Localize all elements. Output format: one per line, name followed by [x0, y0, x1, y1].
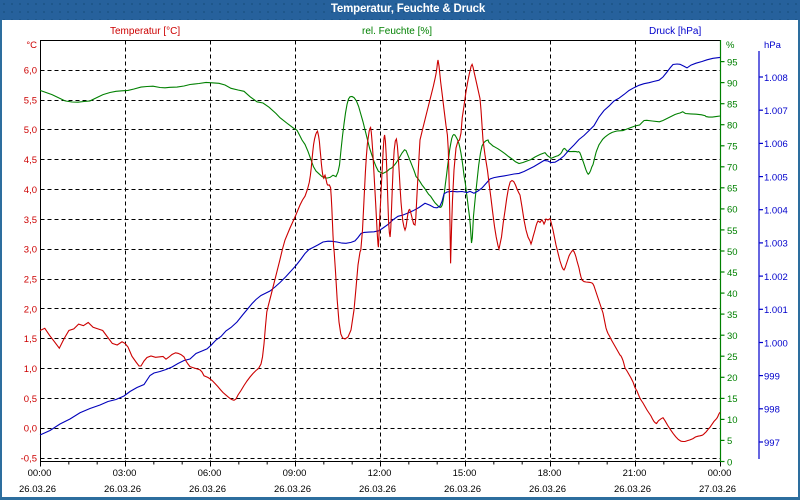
- svg-text:21:00: 21:00: [623, 468, 647, 479]
- svg-text:09:00: 09:00: [283, 468, 307, 479]
- svg-text:45: 45: [727, 268, 738, 279]
- svg-text:1.001: 1.001: [764, 305, 788, 316]
- svg-text:26.03.26: 26.03.26: [614, 484, 651, 495]
- svg-text:0: 0: [727, 457, 732, 468]
- svg-text:40: 40: [727, 289, 738, 300]
- svg-text:06:00: 06:00: [198, 468, 222, 479]
- svg-text:30: 30: [727, 331, 738, 342]
- svg-text:5,0: 5,0: [24, 125, 37, 136]
- svg-text:6,0: 6,0: [24, 66, 37, 77]
- svg-text:60: 60: [727, 205, 738, 216]
- svg-text:95: 95: [727, 57, 738, 68]
- svg-text:15: 15: [727, 394, 738, 405]
- svg-text:1.008: 1.008: [764, 73, 788, 84]
- svg-text:65: 65: [727, 184, 738, 195]
- svg-text:90: 90: [727, 78, 738, 89]
- svg-text:03:00: 03:00: [113, 468, 137, 479]
- svg-text:00:00: 00:00: [708, 468, 732, 479]
- svg-text:1.000: 1.000: [764, 338, 788, 349]
- svg-text:998: 998: [764, 405, 780, 416]
- svg-text:999: 999: [764, 371, 780, 382]
- svg-text:5: 5: [727, 436, 732, 447]
- svg-text:55: 55: [727, 226, 738, 237]
- svg-text:25: 25: [727, 352, 738, 363]
- svg-text:1.004: 1.004: [764, 206, 788, 217]
- svg-text:75: 75: [727, 142, 738, 153]
- svg-text:18:00: 18:00: [538, 468, 562, 479]
- svg-text:00:00: 00:00: [28, 468, 52, 479]
- svg-text:26.03.26: 26.03.26: [189, 484, 226, 495]
- svg-text:-0,5: -0,5: [21, 454, 37, 465]
- svg-text:3,0: 3,0: [24, 245, 37, 256]
- svg-text:12:00: 12:00: [368, 468, 392, 479]
- svg-text:5,5: 5,5: [24, 95, 37, 106]
- svg-text:27.03.26: 27.03.26: [699, 484, 736, 495]
- svg-text:°C: °C: [26, 40, 37, 51]
- svg-text:1.002: 1.002: [764, 272, 788, 283]
- svg-text:85: 85: [727, 100, 738, 111]
- svg-text:hPa: hPa: [764, 40, 782, 51]
- svg-text:26.03.26: 26.03.26: [359, 484, 396, 495]
- svg-text:2,5: 2,5: [24, 275, 37, 286]
- svg-text:26.03.26: 26.03.26: [104, 484, 141, 495]
- svg-text:4,0: 4,0: [24, 185, 37, 196]
- svg-text:4,5: 4,5: [24, 155, 37, 166]
- svg-text:%: %: [726, 40, 735, 51]
- svg-text:26.03.26: 26.03.26: [274, 484, 311, 495]
- svg-text:1.003: 1.003: [764, 239, 788, 250]
- svg-text:0,0: 0,0: [24, 424, 37, 435]
- svg-text:1.006: 1.006: [764, 139, 788, 150]
- svg-text:1.005: 1.005: [764, 172, 788, 183]
- svg-text:0,5: 0,5: [24, 394, 37, 405]
- svg-text:70: 70: [727, 163, 738, 174]
- svg-text:3,5: 3,5: [24, 215, 37, 226]
- svg-text:1,5: 1,5: [24, 334, 37, 345]
- svg-text:26.03.26: 26.03.26: [19, 484, 56, 495]
- svg-text:80: 80: [727, 121, 738, 132]
- svg-text:10: 10: [727, 415, 738, 426]
- svg-text:2,0: 2,0: [24, 304, 37, 315]
- svg-text:1,0: 1,0: [24, 364, 37, 375]
- svg-text:20: 20: [727, 373, 738, 384]
- svg-text:35: 35: [727, 310, 738, 321]
- svg-text:997: 997: [764, 438, 780, 449]
- svg-text:1.007: 1.007: [764, 106, 788, 117]
- svg-text:50: 50: [727, 247, 738, 258]
- svg-text:26.03.26: 26.03.26: [444, 484, 481, 495]
- svg-text:26.03.26: 26.03.26: [529, 484, 566, 495]
- svg-text:15:00: 15:00: [453, 468, 477, 479]
